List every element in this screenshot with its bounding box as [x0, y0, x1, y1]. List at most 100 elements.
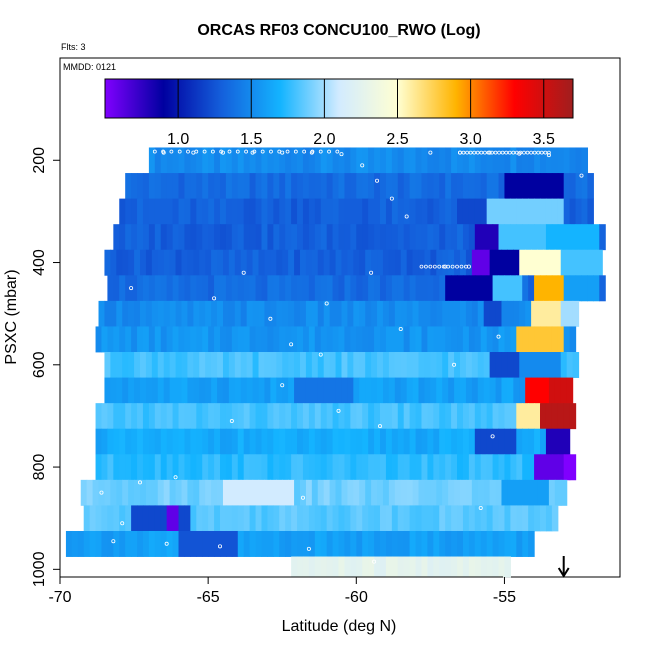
heatmap-cell [462, 224, 470, 251]
heatmap-cell [516, 173, 523, 200]
heatmap-cell [264, 377, 271, 404]
heatmap-cell [525, 479, 532, 506]
heatmap-cell [220, 275, 227, 302]
heatmap-cell [166, 428, 174, 455]
heatmap-cell [439, 556, 446, 578]
heatmap-cell [107, 505, 114, 532]
heatmap-cell [409, 198, 417, 225]
heatmap-cell [569, 198, 577, 225]
heatmap-cell [302, 454, 310, 481]
heatmap-cell [157, 352, 165, 378]
heatmap-cell [421, 428, 429, 455]
heatmap-cell [377, 300, 384, 327]
x-tick-label: -65 [197, 589, 220, 606]
heatmap-cell [243, 147, 251, 174]
heatmap-cell [486, 428, 494, 455]
flight-track-point [514, 150, 519, 155]
heatmap-cell [551, 326, 559, 353]
heatmap-cell [261, 224, 269, 251]
heatmap-cell [474, 198, 482, 225]
heatmap-cell [267, 275, 274, 302]
heatmap-cell [362, 173, 369, 200]
heatmap-cell [448, 300, 455, 327]
heatmap-cell [113, 428, 120, 455]
heatmap-cell [190, 530, 197, 557]
heatmap-cell [385, 556, 393, 578]
heatmap-cell [246, 352, 254, 378]
heatmap-cell [569, 326, 577, 353]
heatmap-cell [83, 505, 91, 532]
heatmap-cell [445, 326, 452, 353]
heatmap-cell [249, 428, 257, 455]
heatmap-cell [134, 249, 141, 276]
heatmap-cell [163, 377, 171, 404]
heatmap-cell [220, 530, 227, 557]
heatmap-cell [454, 300, 461, 327]
heatmap-cell [326, 198, 334, 225]
heatmap-cell [237, 198, 245, 225]
heatmap-cell [492, 173, 500, 200]
heatmap-cell [113, 275, 120, 302]
heatmap-cell [101, 505, 109, 532]
heatmap-cell [148, 275, 156, 302]
heatmap-cell [436, 377, 443, 404]
heatmap-cell [148, 428, 156, 455]
arrow-head [557, 567, 570, 578]
heatmap-cell [421, 275, 429, 302]
flight-track-point [177, 149, 182, 154]
heatmap-cell [474, 530, 482, 557]
heatmap-cell [427, 454, 434, 481]
heatmap-cell [317, 249, 325, 276]
heatmap-cell [492, 326, 500, 353]
heatmap-cell [181, 249, 189, 276]
flight-track-point [461, 150, 466, 155]
heatmap-cell [415, 147, 423, 174]
heatmap-cell [157, 377, 165, 404]
flight-track-point [432, 264, 437, 269]
heatmap-cell [519, 479, 526, 506]
heatmap-cell [566, 249, 574, 276]
flight-track-point [428, 150, 433, 155]
heatmap-cell [572, 352, 580, 378]
heatmap-cell [98, 479, 106, 506]
heatmap-cell [160, 326, 168, 353]
heatmap-cell [504, 198, 511, 225]
heatmap-cell [421, 454, 429, 481]
heatmap-cell [569, 275, 577, 302]
heatmap-cell [184, 224, 191, 251]
heatmap-cell [445, 454, 452, 481]
heatmap-cell [439, 403, 446, 430]
heatmap-cell [545, 275, 553, 302]
heatmap-cell [486, 556, 494, 578]
heatmap-cell [551, 428, 559, 455]
heatmap-cell [95, 428, 103, 455]
heatmap-cell [104, 249, 111, 276]
heatmap-cell [374, 173, 381, 200]
heatmap-cell [545, 505, 553, 532]
heatmap-cell [134, 300, 141, 327]
flight-track-point [511, 150, 516, 155]
heatmap-cell [279, 530, 286, 557]
heatmap-cell [169, 300, 177, 327]
heatmap-cell [83, 530, 91, 557]
heatmap-cell [397, 173, 405, 200]
heatmap-cell [338, 454, 346, 481]
heatmap-cell [498, 428, 506, 455]
heatmap-cell [359, 352, 366, 378]
heatmap-cell [267, 530, 274, 557]
heatmap-cell [101, 403, 109, 430]
flight-track-point [464, 264, 468, 269]
heatmap-cell [267, 505, 274, 532]
heatmap-cell [107, 454, 114, 481]
heatmap-cell [516, 275, 523, 302]
heatmap-cell [288, 249, 295, 276]
heatmap-cell [249, 198, 257, 225]
heatmap-cell [501, 479, 509, 506]
heatmap-cell [317, 377, 325, 404]
heatmap-cell [462, 403, 470, 430]
flight-track-point [487, 150, 492, 155]
heatmap-cell [522, 326, 529, 353]
heatmap-cell [480, 147, 488, 174]
heatmap-cell [480, 556, 488, 578]
heatmap-cell [474, 403, 482, 430]
